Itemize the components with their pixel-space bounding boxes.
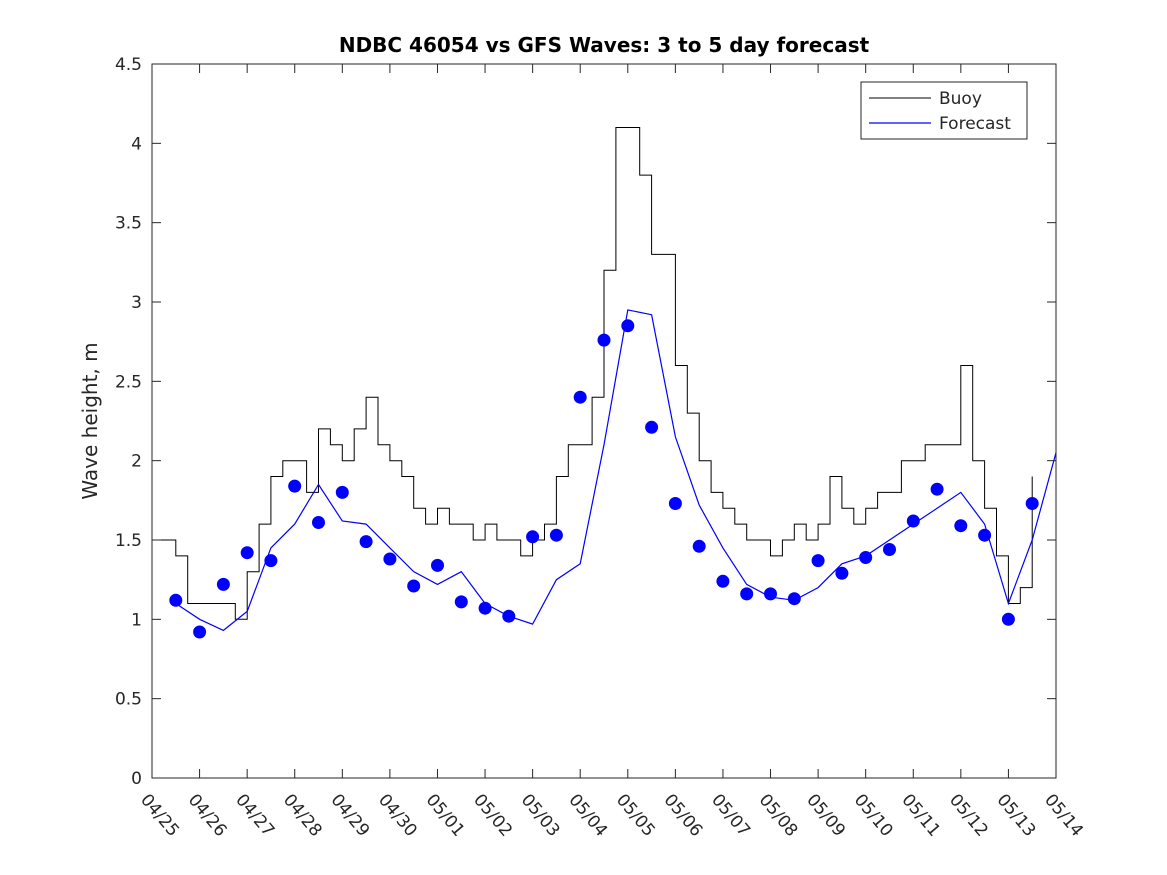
forecast-marker [359,535,373,549]
forecast-marker [668,497,682,510]
legend-box [860,81,1028,140]
forecast-marker [216,577,230,591]
legend-buoy-label: Buoy [939,89,982,109]
y-tick-label: 1 [131,610,142,630]
forecast-marker [264,554,278,568]
forecast-marker [883,543,896,556]
forecast-marker [621,319,635,333]
legend-forecast-label: Forecast [939,114,1011,134]
y-tick-label: 2.5 [115,372,142,392]
legend: Buoy Forecast [860,81,1028,140]
forecast-marker [526,530,540,544]
y-tick-label: 2 [131,452,142,472]
forecast-marker [335,485,349,499]
forecast-marker [1025,497,1039,510]
forecast-marker [906,514,920,528]
forecast-marker [859,551,873,564]
y-tick-label: 1.5 [115,531,142,551]
forecast-marker [478,601,492,615]
forecast-marker [502,609,516,623]
forecast-marker [193,625,207,639]
forecast-marker [169,593,183,607]
axes-box [151,63,1057,779]
y-tick-label: 0 [131,769,142,789]
forecast-marker [930,482,944,496]
y-tick-label: 4.5 [115,55,142,75]
forecast-marker [312,516,325,529]
forecast-marker [811,554,825,568]
forecast-marker [716,574,730,588]
buoy-series-line [152,127,1033,620]
forecast-series-line [175,309,1056,632]
forecast-marker [787,592,801,606]
forecast-marker [835,566,849,580]
forecast-marker [383,552,397,566]
forecast-marker [645,420,659,434]
forecast-marker [288,479,302,493]
y-tick-label: 3.5 [115,214,142,234]
forecast-marker [597,333,611,347]
forecast-marker [573,390,587,404]
forecast-marker [740,587,754,601]
forecast-marker [407,579,421,593]
y-tick-label: 3 [131,293,142,313]
y-tick-label: 4 [131,134,142,154]
plot-area [152,127,1056,639]
forecast-marker [454,595,468,609]
chart-title: NDBC 46054 vs GFS Waves: 3 to 5 day fore… [339,33,870,57]
y-axis-label: Wave height, m [78,342,102,499]
forecast-marker [431,558,444,572]
forecast-marker [954,519,968,533]
forecast-marker [240,546,254,560]
forecast-marker [692,539,706,553]
plot-clipped-group [152,127,1056,639]
forecast-marker [764,587,777,601]
forecast-marker [549,528,563,542]
forecast-marker [1001,612,1015,626]
forecast-marker [978,528,992,542]
y-tick-label: 0.5 [115,690,142,710]
